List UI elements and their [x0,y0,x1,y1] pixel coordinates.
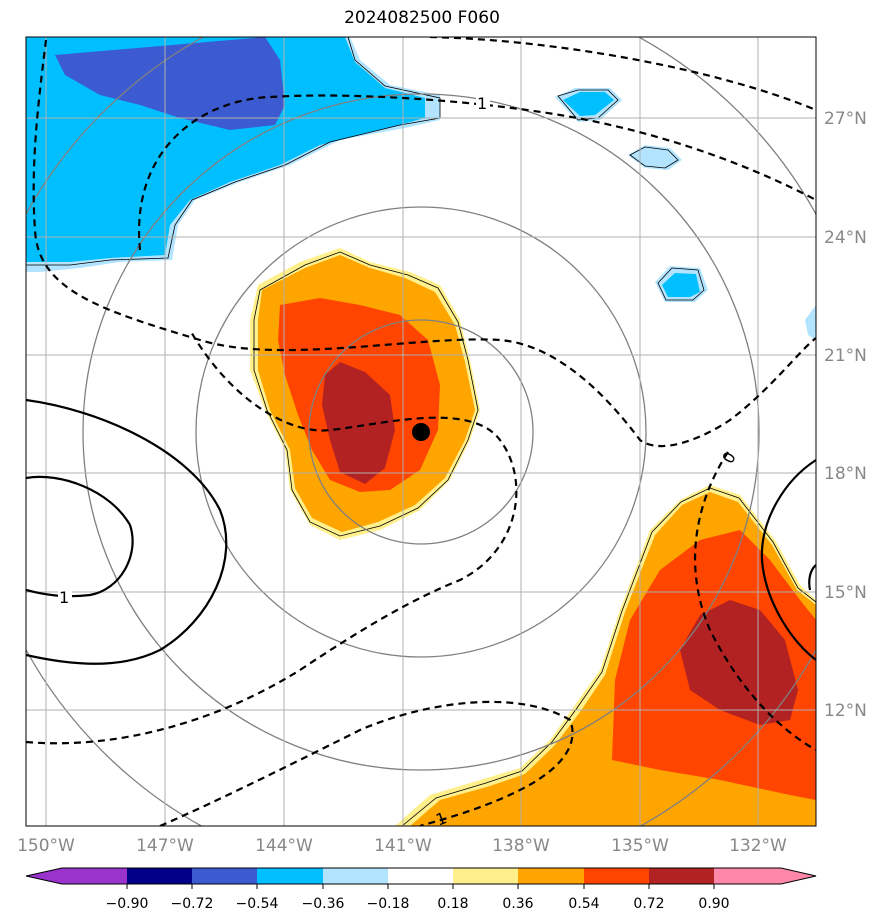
map-title: 2024082500 F060 [344,8,500,28]
latitude-axis: 27°N 24°N 21°N 18°N 15°N 12°N [824,109,867,721]
colorbar-tick-label: −0.18 [367,896,410,912]
colorbar-tick-label: 0.54 [568,896,599,912]
positive-shading-southeast [395,485,816,826]
lon-tick-label: 138°W [492,836,550,856]
colorbar-segment [714,868,781,884]
contour-label-1-north: 1 [477,94,487,113]
colorbar-segment [649,868,714,884]
colorbar-segment [453,868,518,884]
colorbar-tick-label: 0.72 [633,896,664,912]
colorbar-tick-label: −0.90 [106,896,149,912]
colorbar-tick-label: 0.90 [698,896,729,912]
lon-tick-label: 144°W [255,836,313,856]
colorbar-tick-label: −0.72 [171,896,214,912]
lat-tick-label: 21°N [824,346,867,366]
colorbar-segment [62,868,127,884]
dashed-contours [26,37,816,826]
colorbar-segment [127,868,192,884]
lon-tick-label: 150°W [17,836,75,856]
colorbar-tick-label: −0.54 [236,896,279,912]
colorbar-segment [584,868,649,884]
colorbar-segment [388,868,453,884]
range-rings [26,37,816,826]
lat-tick-label: 27°N [824,109,867,129]
map-frame [25,36,817,827]
colorbar-segment [192,868,257,884]
lat-tick-label: 24°N [824,228,867,248]
storm-center-marker [412,423,430,441]
colorbar-extension-low [26,868,62,884]
lon-tick-label: 141°W [374,836,432,856]
contour-label-1-west: 1 [59,588,69,607]
lat-tick-label: 18°N [824,464,867,484]
colorbar-segment [518,868,584,884]
colorbar-segment [257,868,323,884]
positive-shading-central [250,248,480,540]
lon-tick-label: 132°W [729,836,787,856]
lat-tick-label: 12°N [824,701,867,721]
colorbar-tick-label: 0.36 [502,896,533,912]
lon-tick-label: 147°W [136,836,194,856]
colorbar-tick-label: 0.18 [437,896,468,912]
colorbar-extension-high [781,868,816,884]
colorbar-segment [323,868,388,884]
colorbar-tick-label: −0.36 [302,896,345,912]
graticule [26,37,816,826]
lat-tick-label: 15°N [824,583,867,603]
map-plot-area: 1 0 1 1 [26,37,816,826]
colorbar: −0.90 −0.72 −0.54 −0.36 −0.18 0.18 0.36 … [25,867,817,912]
longitude-axis: 150°W 147°W 144°W 141°W 138°W 135°W 132°… [17,836,787,856]
lon-tick-label: 135°W [611,836,669,856]
